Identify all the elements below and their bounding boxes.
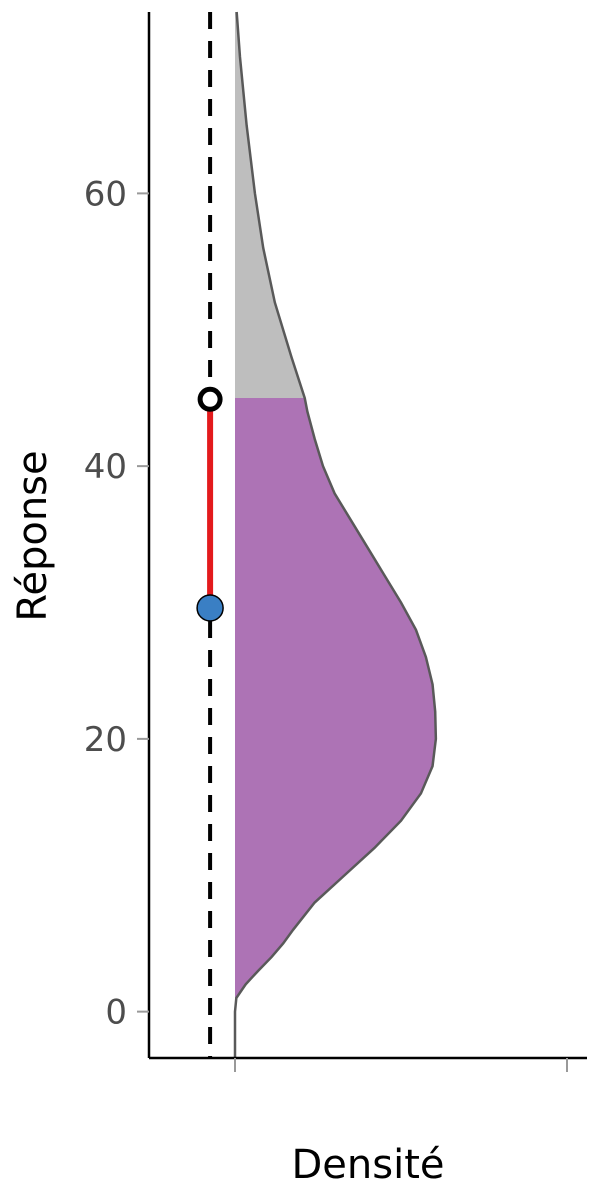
filled-point bbox=[196, 594, 224, 622]
y-tick-label: 0 bbox=[105, 993, 127, 1033]
y-tick-label: 20 bbox=[84, 720, 127, 760]
marks-layer bbox=[196, 386, 224, 622]
open-point bbox=[197, 386, 223, 412]
x-axis-title: Densité bbox=[291, 1142, 444, 1188]
density-layer bbox=[233, 11, 438, 1058]
y-tick-label: 60 bbox=[84, 174, 127, 214]
y-tick-label: 40 bbox=[84, 447, 127, 487]
density-curve bbox=[233, 11, 438, 1058]
axes-layer: 0 20 40 60 bbox=[84, 12, 587, 1072]
density-area-below bbox=[235, 397, 436, 1012]
density-area-above bbox=[235, 12, 305, 398]
y-axis-title: Réponse bbox=[10, 450, 56, 621]
